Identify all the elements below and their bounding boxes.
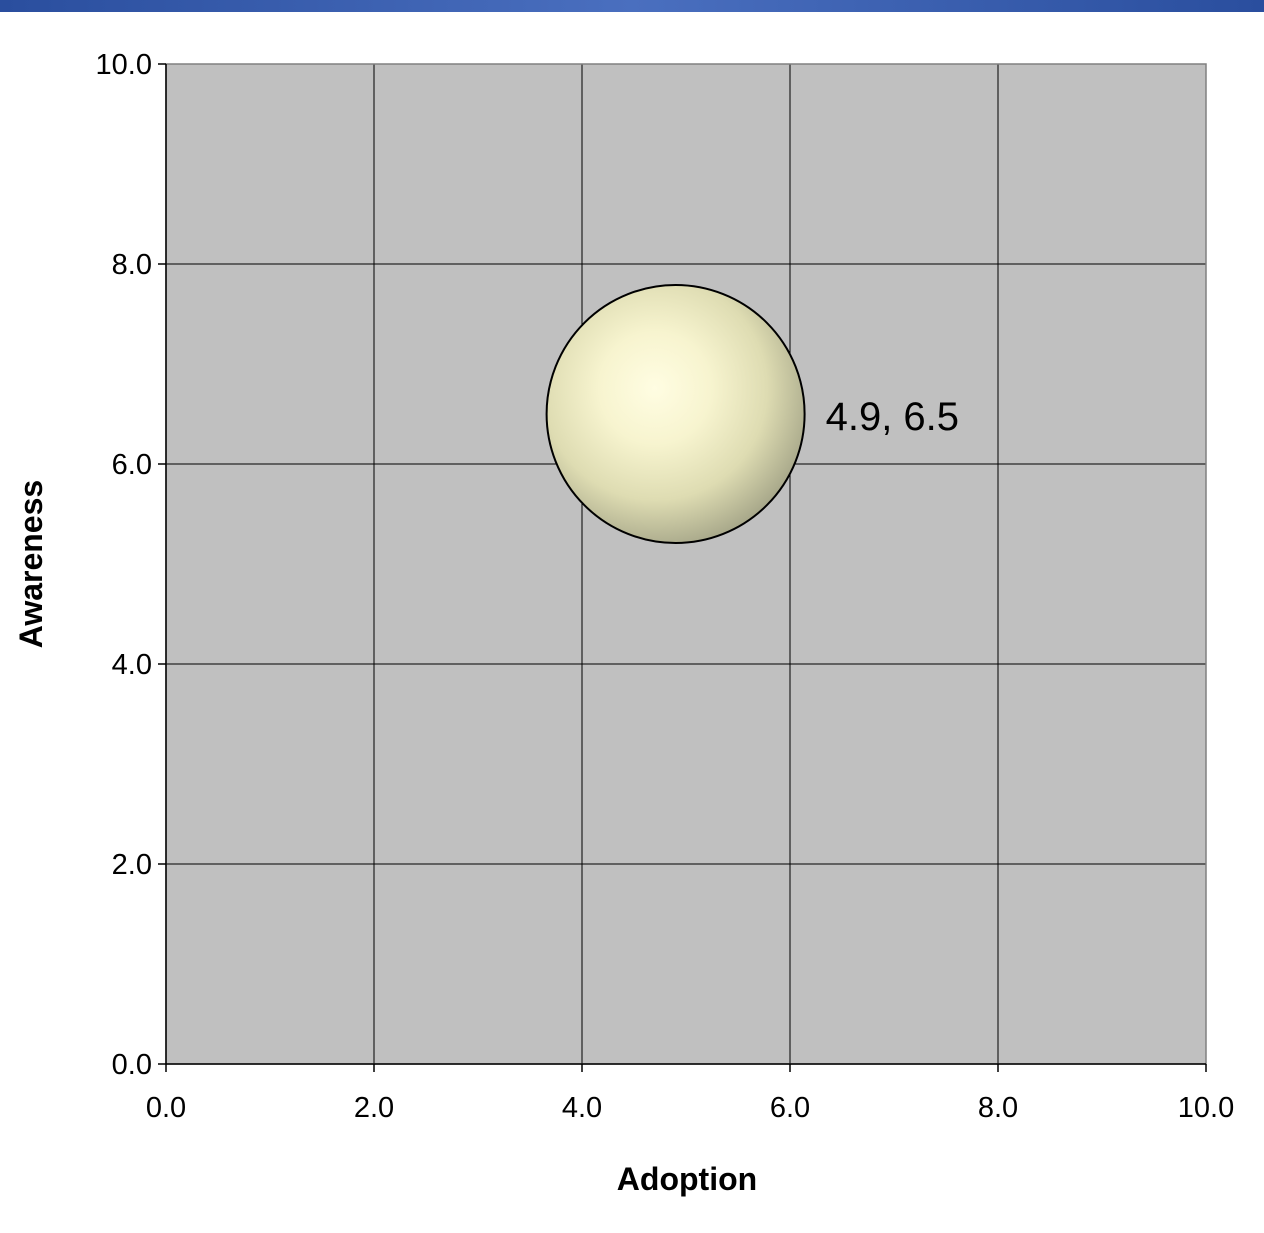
y-tick-label: 8.0 (112, 249, 152, 281)
data-points: 4.9, 6.5 (545, 284, 959, 544)
y-tick-label: 10.0 (96, 49, 152, 81)
x-tick-label: 2.0 (354, 1092, 394, 1124)
header-band (0, 0, 1264, 12)
bubble-point (545, 284, 806, 544)
y-tick-label: 6.0 (112, 449, 152, 481)
y-tick-label: 0.0 (112, 1049, 152, 1081)
x-axis-tick-labels: 0.0 2.0 4.0 6.0 8.0 10.0 (146, 1092, 1234, 1124)
y-axis-tick-labels: 0.0 2.0 4.0 6.0 8.0 10.0 (96, 49, 152, 1081)
x-tick-label: 0.0 (146, 1092, 186, 1124)
x-tick-label: 4.0 (562, 1092, 602, 1124)
x-tick-label: 6.0 (770, 1092, 810, 1124)
x-axis-title: Adoption (617, 1161, 757, 1197)
x-tick-label: 10.0 (1178, 1092, 1234, 1124)
data-label: 4.9, 6.5 (826, 395, 959, 439)
y-axis-title: Awareness (13, 480, 49, 648)
y-tick-label: 2.0 (112, 849, 152, 881)
axes (158, 63, 1207, 1072)
y-tick-label: 4.0 (112, 649, 152, 681)
plot-area (166, 64, 1206, 1064)
x-tick-label: 8.0 (978, 1092, 1018, 1124)
